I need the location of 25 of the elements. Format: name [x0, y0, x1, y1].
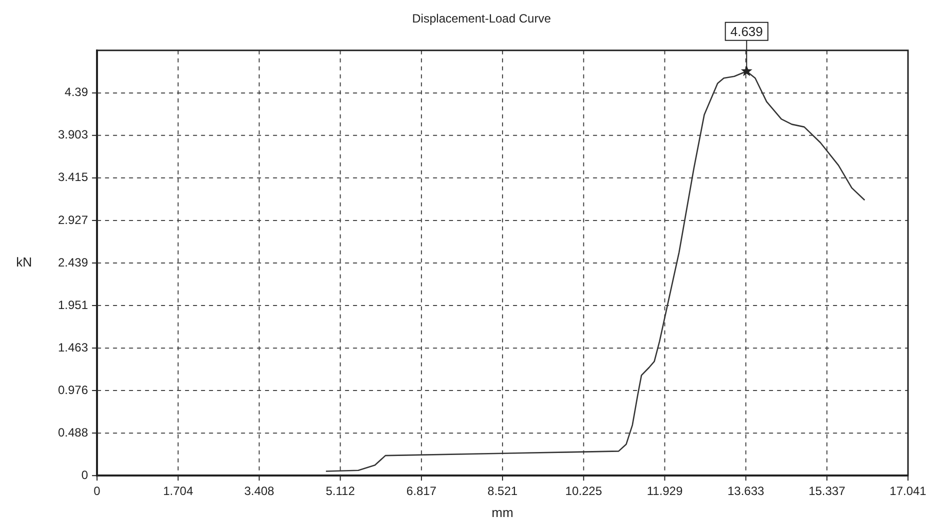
y-tick-label: 0.488 [58, 425, 88, 440]
y-tick-label: 1.463 [58, 340, 88, 354]
x-tick-label: 11.929 [646, 484, 683, 498]
x-tick-label: 15.337 [808, 484, 846, 498]
x-tick-label: 3.408 [244, 484, 275, 498]
y-tick-label: 2.927 [58, 212, 88, 227]
y-tick-label: 4.39 [64, 85, 88, 100]
x-tick-label: 1.704 [163, 484, 194, 498]
x-tick-label: 10.225 [565, 484, 602, 498]
x-tick-label: 13.633 [727, 484, 764, 498]
x-axis-title: mm [492, 505, 514, 520]
chart-title: Displacement-Load Curve [412, 12, 552, 26]
annotation: 4.639 [730, 24, 763, 39]
y-tick-label: 3.415 [58, 170, 88, 184]
x-tick-label: 5.112 [326, 484, 356, 498]
x-tick-label: 17.041 [890, 484, 927, 498]
y-axis-title: kN [16, 254, 32, 270]
y-tick-label: 0.976 [58, 382, 88, 397]
x-tick-label: 8.521 [488, 484, 518, 498]
y-tick-label: 1.951 [58, 298, 88, 312]
y-tick-label: 2.439 [58, 255, 88, 270]
x-tick-label: 6.817 [406, 484, 437, 498]
y-tick-label: 0 [81, 468, 88, 482]
x-tick-label: 0 [94, 484, 101, 498]
y-tick-label: 3.903 [58, 128, 88, 142]
